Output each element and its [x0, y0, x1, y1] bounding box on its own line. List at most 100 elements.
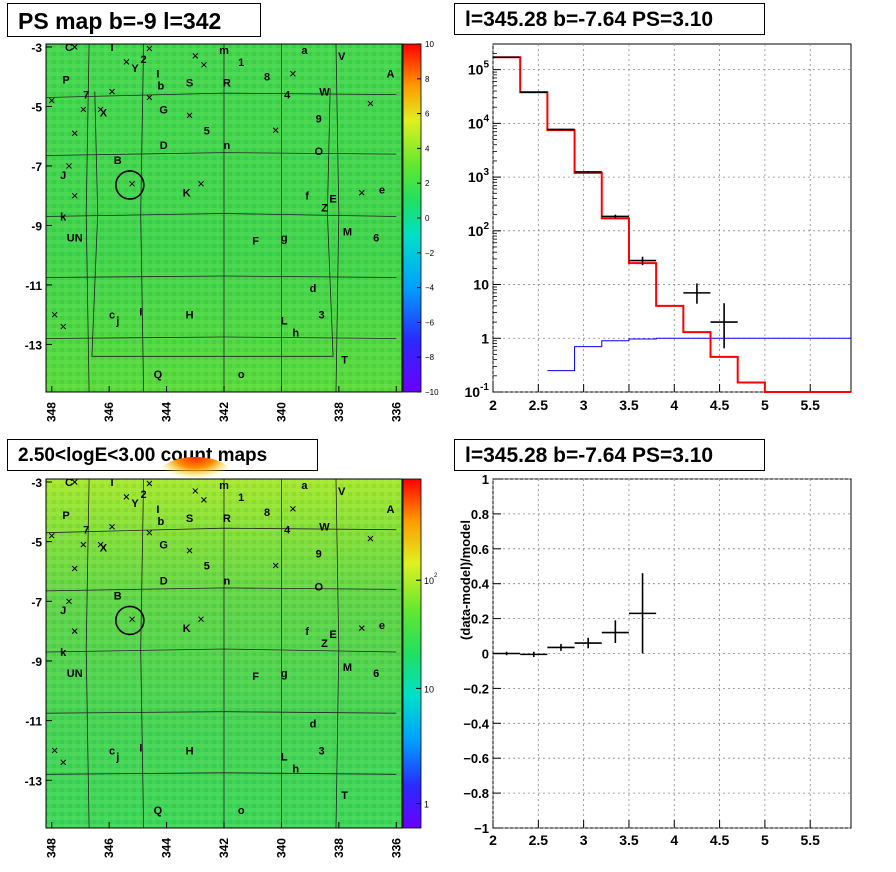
- colorbar-tick-label: 0: [425, 214, 430, 223]
- source-label: F: [252, 235, 259, 247]
- colorbar-tick-label: −6: [425, 318, 435, 327]
- source-label: h: [292, 763, 299, 775]
- source-marker: [146, 529, 153, 536]
- source-label: W: [319, 87, 330, 99]
- x-tick-label: 5.5: [800, 832, 820, 848]
- source-label: n: [224, 575, 231, 587]
- source-label: H: [186, 745, 194, 757]
- source-label: a: [301, 480, 308, 492]
- source-label: 5: [204, 561, 210, 573]
- y-tick-label: 10: [473, 277, 489, 293]
- y-tick-label: −1: [474, 821, 489, 836]
- colorbar-tick-label: 102: [424, 573, 438, 586]
- x-tick-label: 3: [580, 397, 588, 413]
- source-marker: [146, 480, 153, 487]
- target-circle: [115, 170, 145, 200]
- y-tick-label: 10-1: [465, 382, 490, 400]
- background-model-histogram: [547, 337, 851, 372]
- x-tick-label: 4.5: [710, 832, 730, 848]
- colorbar-tick-label: −2: [425, 249, 435, 258]
- x-tick-label: 348: [45, 838, 59, 858]
- residual-frame: [492, 478, 852, 829]
- panel-title-residuals: l=345.28 b=-7.64 PS=3.10: [454, 439, 765, 471]
- source-label: E: [329, 194, 336, 206]
- source-label: S: [186, 513, 193, 525]
- y-tick-label: 0.8: [471, 507, 489, 522]
- source-label: a: [301, 45, 308, 57]
- source-marker: [367, 100, 374, 107]
- source-marker: [71, 44, 78, 50]
- source-label: C: [65, 42, 73, 54]
- source-marker: [66, 598, 72, 605]
- source-label: 4: [284, 525, 291, 537]
- x-tick-label: 5: [761, 832, 769, 848]
- source-label: 6: [373, 668, 379, 680]
- source-label: 8: [264, 507, 270, 519]
- x-tick-label: 336: [389, 402, 403, 422]
- x-tick-label: 340: [274, 402, 288, 422]
- source-label: M: [343, 662, 352, 674]
- source-label: k: [60, 212, 67, 224]
- source-label: I: [139, 307, 142, 319]
- source-label: S: [186, 78, 193, 90]
- source-label: I: [156, 69, 159, 81]
- x-tick-label: 346: [102, 402, 116, 422]
- x-tick-label: 3.5: [619, 397, 639, 413]
- source-label: Z: [321, 203, 328, 215]
- roi-outline: [91, 88, 334, 357]
- source-label: g: [281, 232, 288, 244]
- colorbar-tick-label: −10: [425, 388, 439, 397]
- source-label: L: [281, 316, 288, 328]
- colorbar-tick-label: 10: [424, 684, 434, 694]
- x-tick-label: 338: [332, 838, 346, 858]
- x-tick-label: 3: [580, 832, 588, 848]
- y-tick-label: 1: [481, 330, 489, 346]
- source-label: Z: [321, 638, 328, 650]
- source-label: I: [111, 477, 114, 489]
- source-label: Q: [154, 805, 163, 817]
- panel-title-count-map: 2.50<logE<3.00 count maps: [7, 439, 318, 471]
- source-label: h: [292, 328, 299, 340]
- coordinate-grid-line: [85, 478, 90, 829]
- source-label: 6: [373, 232, 379, 244]
- source-label: X: [100, 107, 108, 119]
- colorbar: [402, 478, 422, 829]
- x-tick-label: 4: [670, 832, 678, 848]
- x-tick-label: 342: [217, 402, 231, 422]
- source-label: n: [224, 140, 231, 152]
- x-tick-label: 342: [217, 838, 231, 858]
- source-label: 1: [238, 57, 244, 69]
- y-tick-label: 105: [468, 60, 490, 78]
- y-tick-label: 102: [468, 221, 490, 239]
- y-tick-label: -11: [25, 279, 42, 293]
- source-label: Y: [131, 63, 139, 75]
- source-marker: [198, 180, 204, 187]
- source-marker: [198, 616, 204, 623]
- y-tick-label: 0.6: [471, 542, 489, 557]
- source-marker: [201, 61, 207, 68]
- source-marker: [186, 547, 193, 554]
- source-label: R: [223, 513, 231, 525]
- y-tick-label: -9: [31, 655, 42, 669]
- source-marker: [48, 532, 55, 539]
- source-label: K: [183, 188, 191, 200]
- source-label: C: [65, 477, 73, 489]
- source-marker: [290, 505, 296, 512]
- source-label: I: [156, 504, 159, 516]
- source-marker: [97, 106, 104, 113]
- source-label: 2: [141, 54, 147, 66]
- panel-title-ps-map: PS map b=-9 l=342: [7, 3, 261, 37]
- source-label: Q: [154, 369, 163, 381]
- source-marker: [129, 616, 135, 623]
- source-label: P: [62, 510, 69, 522]
- source-label: F: [252, 671, 259, 683]
- source-label: V: [338, 51, 346, 63]
- source-label: 7: [83, 525, 89, 537]
- source-label: e: [379, 185, 385, 197]
- source-label: O: [314, 146, 323, 158]
- coordinate-grid-line: [335, 43, 340, 393]
- source-label: T: [341, 790, 348, 802]
- colorbar-tick-label: 8: [425, 75, 430, 84]
- y-tick-label: -13: [25, 338, 43, 352]
- y-tick-label: -5: [31, 536, 42, 550]
